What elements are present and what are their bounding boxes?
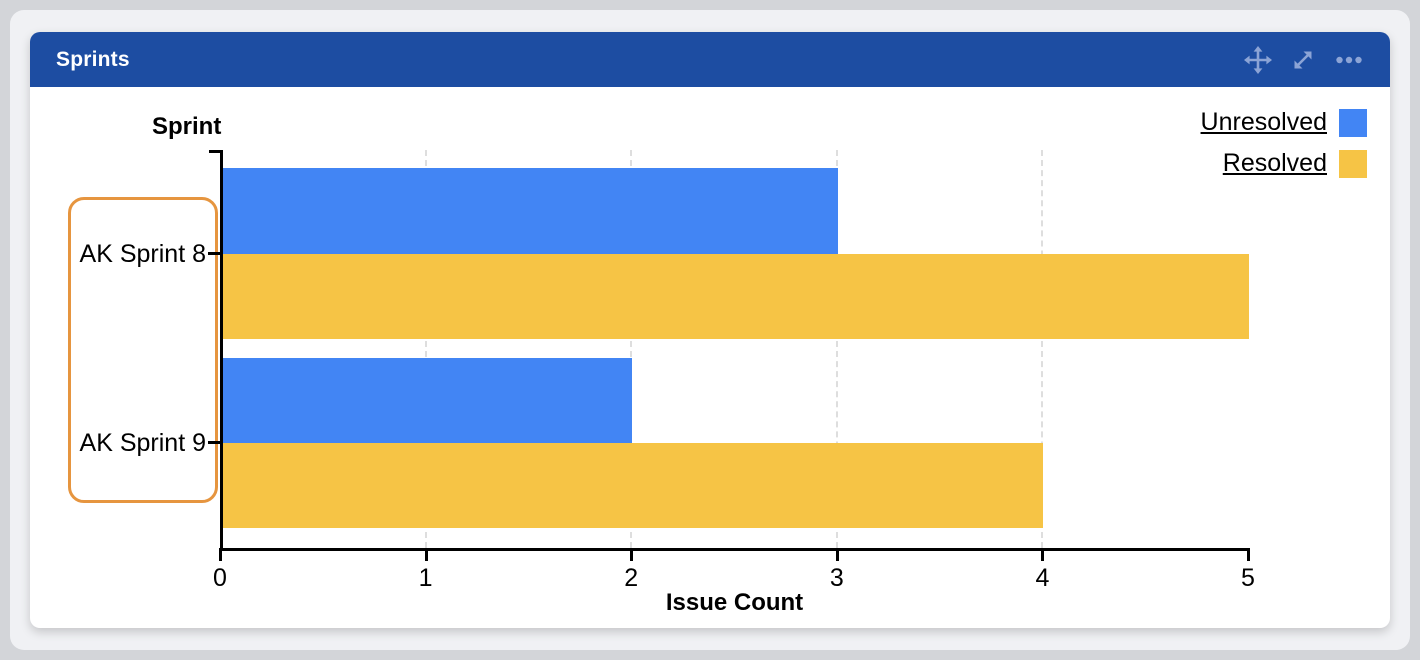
gadget-header: Sprints: [30, 32, 1390, 87]
bar-resolved-2[interactable]: [223, 443, 1043, 528]
bar-unresolved-1[interactable]: [223, 168, 838, 254]
category-highlight-outline: [68, 197, 218, 503]
legend: Unresolved Resolved: [1201, 108, 1367, 178]
dashboard-background: Sprints: [10, 10, 1410, 650]
legend-item-unresolved: Unresolved: [1201, 108, 1367, 137]
legend-label-resolved[interactable]: Resolved: [1222, 149, 1327, 177]
gridline-3: [835, 150, 838, 548]
x-tick-label: 0: [213, 564, 227, 592]
bar-resolved-1[interactable]: [223, 254, 1249, 339]
x-tick-5: [1247, 551, 1250, 561]
legend-swatch[interactable]: [1339, 108, 1367, 137]
y-axis-title: Sprint: [152, 113, 222, 140]
x-tick-label: 2: [624, 564, 639, 592]
expand-icon[interactable]: [1290, 47, 1316, 73]
legend-label-unresolved[interactable]: Unresolved: [1200, 108, 1327, 136]
gadget-title: Sprints: [56, 47, 130, 71]
plot-area: AK Sprint 8 AK Sprint 9 0 1 2 3 4 5: [30, 87, 1390, 628]
x-tick-label: 5: [1241, 564, 1255, 592]
legend-swatch[interactable]: [1339, 149, 1367, 178]
gadget-toolbar: [1244, 45, 1364, 74]
x-tick-0: [219, 551, 222, 561]
category-label: AK Sprint 9: [79, 429, 206, 457]
move-icon[interactable]: [1244, 45, 1272, 74]
category-tick: [208, 441, 221, 444]
gridline-1: [424, 150, 427, 548]
x-tick-label: 3: [829, 564, 844, 592]
x-tick-1: [424, 551, 428, 561]
legend-item-resolved: Resolved: [1223, 149, 1367, 178]
x-tick-3: [835, 551, 839, 561]
x-tick-2: [630, 551, 634, 561]
chart-area: Sprint Unresolved Resolved AK Sprint 8 AK…: [30, 87, 1390, 628]
x-tick-label: 4: [1035, 564, 1050, 592]
x-axis-line: [219, 548, 1250, 551]
y-axis-line: [220, 150, 223, 551]
x-axis-title: Issue Count: [665, 589, 804, 616]
bar-unresolved-2[interactable]: [223, 358, 632, 443]
category-label: AK Sprint 8: [79, 240, 206, 268]
y-axis-top-tick: [209, 150, 221, 153]
x-tick-label: 1: [418, 564, 433, 592]
category-tick: [208, 252, 221, 255]
x-tick-4: [1041, 551, 1045, 561]
gridline-2: [630, 150, 633, 548]
more-options-icon[interactable]: [1334, 46, 1364, 74]
gridline-4: [1041, 150, 1044, 548]
sprints-gadget: Sprints: [30, 32, 1390, 628]
